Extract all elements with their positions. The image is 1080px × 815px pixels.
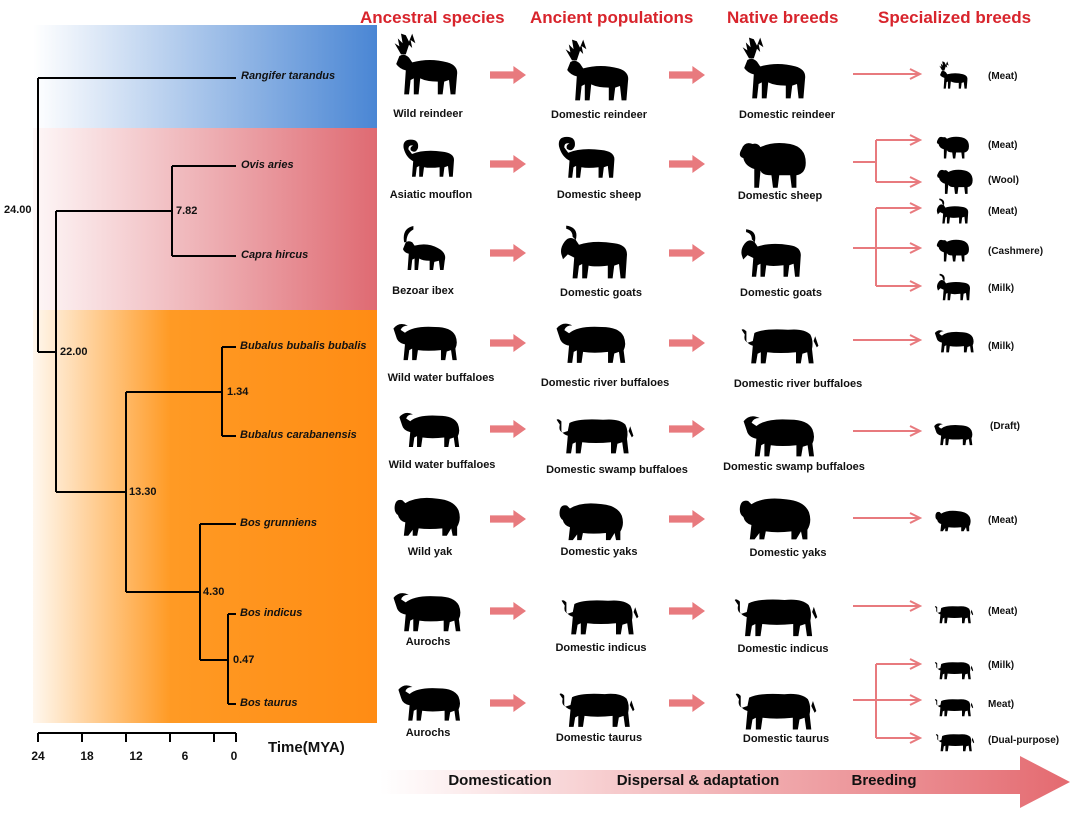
header-ancestral-species: Ancestral species — [360, 8, 505, 27]
axis-title: Time(MYA) — [268, 739, 345, 756]
use-sheep-wool: (Wool) — [988, 175, 1019, 186]
node-age-root: 24.00 — [4, 204, 32, 216]
axis-tick-0: 0 — [230, 749, 238, 763]
tree-branch-n1330 — [56, 392, 127, 592]
use-buffalo-draft: (Draft) — [990, 421, 1020, 432]
node-age-430: 4.30 — [203, 586, 225, 598]
tree-branch-n430 — [126, 523, 236, 660]
caprinae-clade-band — [33, 128, 377, 310]
label-domestic-indicus-ancient: Domestic indicus — [555, 642, 647, 654]
label-domestic-goats-ancient: Domestic goats — [560, 287, 642, 299]
species-capra-hircus: Capra hircus — [241, 249, 309, 261]
header-native-breeds: Native breeds — [727, 8, 839, 27]
use-goat-meat: (Meat) — [988, 206, 1018, 217]
label-domestic-river-buffaloes-native: Domestic river buffaloes — [733, 378, 863, 390]
label-domestic-yaks-ancient: Domestic yaks — [560, 546, 638, 558]
stage-domestication: Domestication — [448, 772, 552, 789]
tree-branch-rangifer — [37, 77, 236, 352]
species-bos-taurus: Bos taurus — [240, 697, 298, 709]
label-domestic-reindeer-native: Domestic reindeer — [739, 109, 835, 121]
label-domestic-yaks-native: Domestic yaks — [749, 547, 827, 559]
axis-tick-6: 6 — [181, 749, 189, 763]
reindeer-clade-band — [33, 25, 377, 128]
use-sheep-meat: (Meat) — [988, 140, 1018, 151]
label-domestic-swamp-buffaloes-ancient: Domestic swamp buffaloes — [546, 464, 688, 476]
node-age-782: 7.82 — [176, 205, 198, 217]
node-age-047: 0.47 — [233, 654, 255, 666]
axis-tick-12: 12 — [129, 749, 143, 763]
label-wild-yak: Wild yak — [407, 546, 453, 558]
bovinae-clade-band — [33, 310, 377, 723]
stage-breeding: Breeding — [851, 772, 917, 789]
axis-tick-24: 24 — [31, 749, 45, 763]
use-reindeer-meat: (Meat) — [988, 71, 1018, 82]
label-aurochs-1: Aurochs — [405, 636, 451, 648]
species-rangifer-tarandus: Rangifer tarandus — [241, 70, 336, 82]
use-taurus-dual-purpose: (Dual-purpose) — [988, 735, 1060, 746]
dispersal-arrows — [669, 66, 705, 712]
use-yak-meat: (Meat) — [988, 515, 1018, 526]
species-bubalus-bubalis: Bubalus bubalis bubalis — [240, 340, 367, 352]
header-specialized-breeds: Specialized breeds — [878, 8, 1032, 27]
label-aurochs-2: Aurochs — [405, 727, 451, 739]
label-domestic-sheep-native: Domestic sheep — [737, 190, 823, 202]
label-domestic-taurus-ancient: Domestic taurus — [555, 732, 643, 744]
use-buffalo-milk: (Milk) — [988, 341, 1015, 352]
axis-tick-18: 18 — [80, 749, 94, 763]
tree-branch-n22 — [55, 210, 172, 492]
label-bezoar-ibex: Bezoar ibex — [392, 285, 454, 297]
use-goat-milk: (Milk) — [988, 283, 1015, 294]
domestication-arrows — [490, 66, 526, 712]
label-wild-water-buffaloes-1: Wild water buffaloes — [387, 372, 495, 384]
node-age-134: 1.34 — [227, 386, 249, 398]
process-flow-arrow — [380, 756, 1070, 808]
node-age-1330: 13.30 — [129, 486, 157, 498]
label-asiatic-mouflon: Asiatic mouflon — [389, 189, 473, 201]
node-age-22: 22.00 — [60, 346, 88, 358]
label-domestic-indicus-native: Domestic indicus — [737, 643, 829, 655]
tree-branch-n047 — [200, 613, 236, 705]
stage-dispersal-adaptation: Dispersal & adaptation — [616, 772, 780, 789]
label-domestic-taurus-native: Domestic taurus — [742, 733, 830, 745]
use-goat-cashmere: (Cashmere) — [988, 246, 1044, 257]
time-axis-ticks — [37, 733, 237, 742]
species-bubalus-carabanensis: Bubalus carabanensis — [240, 429, 357, 441]
label-wild-reindeer: Wild reindeer — [393, 108, 463, 120]
use-taurus-meat: Meat) — [988, 699, 1015, 710]
label-domestic-river-buffaloes-ancient: Domestic river buffaloes — [540, 377, 670, 389]
species-ovis-aries: Ovis aries — [241, 159, 294, 171]
species-bos-grunniens: Bos grunniens — [240, 517, 318, 529]
species-bos-indicus: Bos indicus — [240, 607, 303, 619]
label-domestic-sheep-ancient: Domestic sheep — [556, 189, 642, 201]
label-wild-water-buffaloes-2: Wild water buffaloes — [388, 459, 496, 471]
use-indicus-meat: (Meat) — [988, 606, 1018, 617]
tree-branch-n782 — [171, 165, 236, 257]
use-taurus-milk: (Milk) — [988, 660, 1015, 671]
breeding-arrows — [853, 68, 923, 744]
header-ancient-populations: Ancient populations — [530, 8, 694, 27]
label-domestic-swamp-buffaloes-native: Domestic swamp buffaloes — [723, 461, 865, 473]
label-domestic-goats-native: Domestic goats — [740, 287, 822, 299]
tree-branch-n134 — [126, 346, 236, 437]
phylogenetic-tree — [37, 77, 237, 742]
label-domestic-reindeer-ancient: Domestic reindeer — [551, 109, 647, 121]
